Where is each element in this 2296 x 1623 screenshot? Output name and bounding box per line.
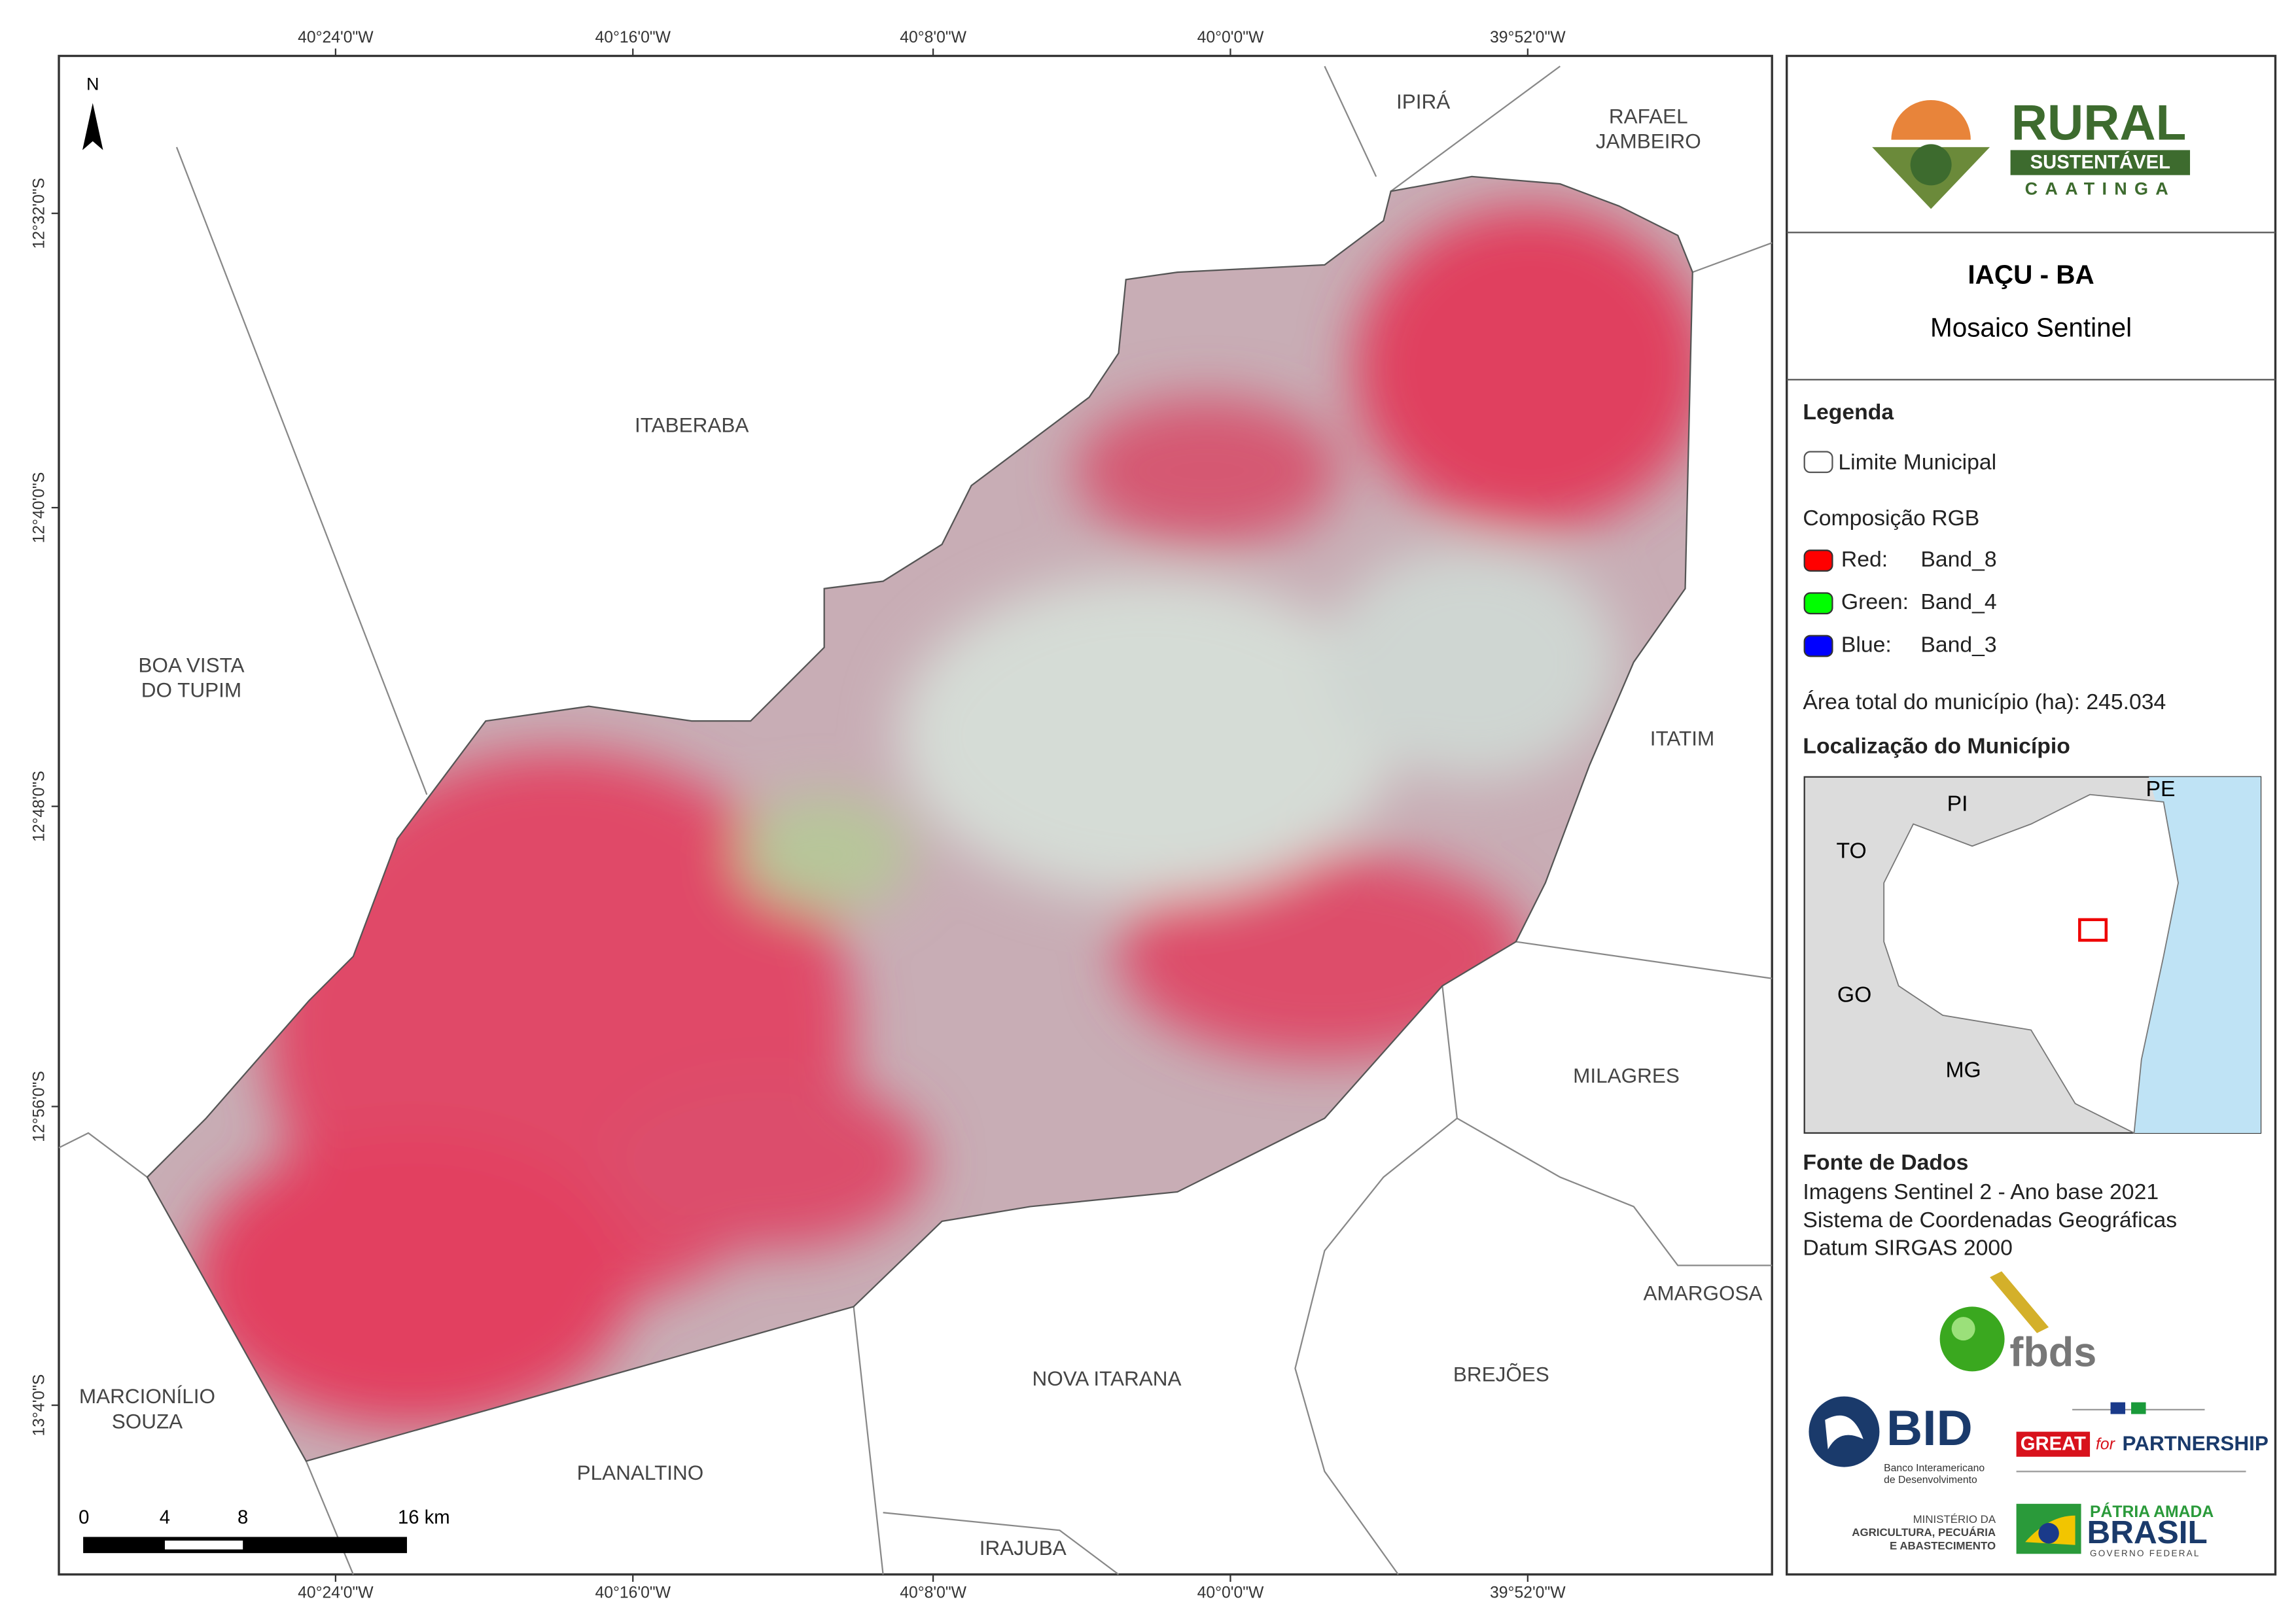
- logo-text: PÁTRIA AMADA: [2090, 1503, 2214, 1521]
- logo-text: SUSTENTÁVEL: [2030, 150, 2170, 173]
- coordinate-labels: 40°24'0"W 40°24'0"W 40°16'0"W 40°16'0"W 40°8…: [30, 29, 1566, 1602]
- lon-label: 39°52'0"W: [1490, 1584, 1566, 1602]
- band-value: Band_3: [1920, 632, 1996, 657]
- logo-text: AGRICULTURA, PECUÁRIA: [1852, 1526, 1996, 1539]
- source-title: Fonte de Dados: [1803, 1150, 1968, 1175]
- state-label: TO: [1837, 838, 1867, 863]
- municipality-label: BOA VISTA: [138, 653, 244, 676]
- logo-rural: RURAL SUSTENTÁVEL CAATINGA: [1872, 96, 2191, 209]
- logo-text: Banco Interamericano: [1884, 1463, 1985, 1474]
- legend-swatch: [1803, 635, 1833, 657]
- logo-bid: BID Banco Interamericano de Desenvolvime…: [1809, 1396, 1985, 1486]
- lat-label: 12°40'0"S: [30, 472, 48, 544]
- map-title: IAÇU - BA: [1968, 260, 2094, 290]
- state-label: PI: [1947, 791, 1968, 816]
- lon-label: 40°16'0"W: [595, 1584, 671, 1602]
- lat-label: 12°32'0"S: [30, 178, 48, 249]
- band-label: Blue:: [1841, 632, 1892, 657]
- municipality-label: IPIRÁ: [1396, 90, 1450, 113]
- lon-label: 40°16'0"W: [595, 29, 671, 46]
- band-value: Band_8: [1920, 547, 1996, 572]
- municipality-label: SOUZA: [112, 1409, 183, 1433]
- legend-swatch: [1803, 550, 1833, 572]
- legend-swatch: [1803, 592, 1833, 615]
- logo-text: CAATINGA: [2025, 179, 2176, 198]
- lat-label: 12°48'0"S: [30, 771, 48, 842]
- logo-fbds: fbds: [1939, 1271, 2096, 1375]
- logo-text: BID: [1886, 1401, 1973, 1456]
- band-label: Green:: [1841, 589, 1909, 614]
- location-title: Localização do Município: [1803, 734, 2070, 759]
- logo-text: for: [2096, 1435, 2116, 1453]
- legend-subtitle: Composição RGB: [1803, 506, 1979, 531]
- scale-bar: 0 4 8 16 km: [79, 1507, 450, 1554]
- lon-label: 39°52'0"W: [1490, 29, 1566, 46]
- municipality-label: AMARGOSA: [1644, 1282, 1763, 1305]
- municipality-label: RAFAEL: [1609, 104, 1688, 128]
- location-inset: PI PE TO GO MG: [1803, 776, 2262, 1134]
- area-text: Área total do município (ha): 245.034: [1803, 689, 2166, 714]
- scale-label: 8: [238, 1507, 248, 1528]
- logo-text: GREAT: [2021, 1434, 2086, 1455]
- lon-label: 40°8'0"W: [900, 29, 966, 46]
- municipal-limit: [146, 175, 1693, 1462]
- scale-label: 16 km: [398, 1507, 450, 1528]
- logo-text: fbds: [2009, 1329, 2096, 1375]
- band-label: Red:: [1841, 547, 1888, 572]
- logo-great: GREAT for PARTNERSHIP: [2016, 1402, 2269, 1473]
- neighbor-borders: [58, 65, 1773, 1575]
- municipality-label: IRAJUBA: [980, 1536, 1067, 1560]
- legend-title: Legenda: [1803, 400, 1894, 425]
- lon-label: 40°24'0"W: [298, 29, 374, 46]
- source-line: Sistema de Coordenadas Geográficas: [1803, 1208, 2177, 1232]
- lat-label: 13°4'0"S: [30, 1374, 48, 1437]
- scale-label: 0: [79, 1507, 89, 1528]
- legend-swatch: [1803, 451, 1833, 474]
- logo-text: E ABASTECIMENTO: [1890, 1539, 1996, 1552]
- band-value: Band_4: [1920, 589, 1996, 614]
- logo-gov: MINISTÉRIO DA AGRICULTURA, PECUÁRIA E AB…: [1852, 1503, 2214, 1558]
- municipality-label: MILAGRES: [1573, 1064, 1680, 1087]
- lon-label: 40°0'0"W: [1197, 29, 1264, 46]
- map-subtitle: Mosaico Sentinel: [1930, 313, 2132, 343]
- logo-text: PARTNERSHIP: [2123, 1431, 2269, 1455]
- lon-label: 40°8'0"W: [900, 1584, 966, 1602]
- north-arrow: N: [82, 75, 103, 150]
- municipality-label: PLANALTINO: [577, 1461, 704, 1484]
- lat-label: 12°56'0"S: [30, 1071, 48, 1142]
- municipality-label: ITATIM: [1650, 727, 1715, 750]
- scale-label: 4: [160, 1507, 170, 1528]
- logo-text: RURAL: [2011, 96, 2187, 151]
- municipality-label: ITABERABA: [635, 413, 749, 437]
- municipality-label: MARCIONÍLIO: [79, 1384, 215, 1408]
- municipality-label: BREJÕES: [1453, 1362, 1549, 1386]
- state-label: GO: [1837, 983, 1871, 1007]
- state-label: PE: [2146, 777, 2176, 801]
- municipality-label: JAMBEIRO: [1596, 129, 1701, 152]
- lon-label: 40°0'0"W: [1197, 1584, 1264, 1602]
- municipality-label: NOVA ITARANA: [1033, 1367, 1182, 1390]
- lon-label: 40°24'0"W: [298, 1584, 374, 1602]
- logo-text: de Desenvolvimento: [1884, 1475, 1977, 1486]
- municipality-label: DO TUPIM: [141, 678, 241, 701]
- source-line: Datum SIRGAS 2000: [1803, 1236, 2012, 1261]
- north-label: N: [86, 75, 99, 94]
- legend-item: Limite Municipal: [1838, 449, 1996, 474]
- state-label: MG: [1945, 1057, 1981, 1082]
- logo-text: BRASIL: [2087, 1514, 2208, 1550]
- logo-text: GOVERNO FEDERAL: [2090, 1548, 2200, 1558]
- logo-text: MINISTÉRIO DA: [1913, 1513, 1996, 1526]
- source-line: Imagens Sentinel 2 - Ano base 2021: [1803, 1179, 2159, 1204]
